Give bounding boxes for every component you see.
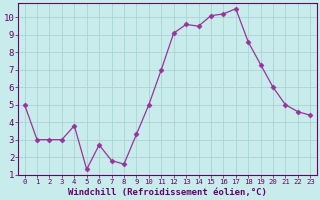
X-axis label: Windchill (Refroidissement éolien,°C): Windchill (Refroidissement éolien,°C) bbox=[68, 188, 267, 197]
